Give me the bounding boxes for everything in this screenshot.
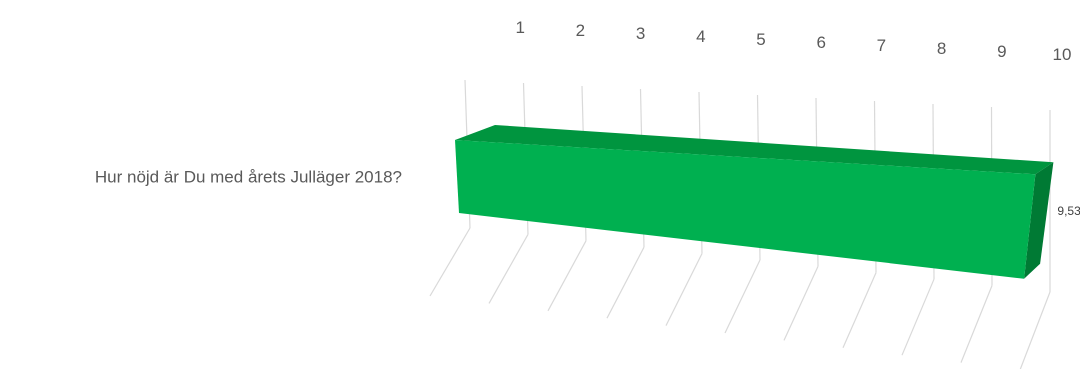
gridline-floor-4: [665, 253, 703, 326]
gridline-floor-3: [606, 246, 645, 319]
data-label-0: 9,53: [1057, 204, 1080, 218]
gridline-floor-8: [901, 278, 935, 356]
gridline-floor-9: [960, 285, 993, 363]
gridline-floor-5: [724, 259, 761, 334]
tick-label-8: 8: [937, 39, 946, 58]
tick-labels: 1 2 3 4 5 6 7 8 9 10: [515, 18, 1071, 64]
bar-top-face-0: [455, 125, 1054, 175]
gridline-floor-7: [842, 272, 877, 349]
category-label-0: Hur nöjd är Du med årets Julläger 2018?: [95, 168, 402, 187]
bar-front-face-0: [455, 140, 1036, 279]
gridline-floor-2: [547, 240, 587, 312]
gridline-floor-1: [488, 234, 529, 304]
bars: [455, 125, 1054, 279]
tick-label-5: 5: [756, 30, 765, 49]
tick-label-9: 9: [997, 42, 1006, 61]
bar-side-face-0: [1024, 162, 1054, 279]
gridline-floor-6: [783, 266, 819, 341]
labels: 9,53 Hur nöjd är Du med årets Julläger 20…: [95, 168, 1080, 219]
tick-label-1: 1: [515, 18, 524, 37]
gridline-floor-10: [1019, 291, 1051, 369]
tick-label-3: 3: [636, 24, 645, 43]
tick-label-7: 7: [877, 36, 886, 55]
tick-label-2: 2: [576, 21, 585, 40]
floor-gridlines: [429, 227, 1051, 369]
tick-label-6: 6: [816, 33, 825, 52]
tick-label-10: 10: [1053, 45, 1072, 64]
gridline-floor-0: [429, 227, 471, 297]
tick-label-4: 4: [696, 27, 705, 46]
